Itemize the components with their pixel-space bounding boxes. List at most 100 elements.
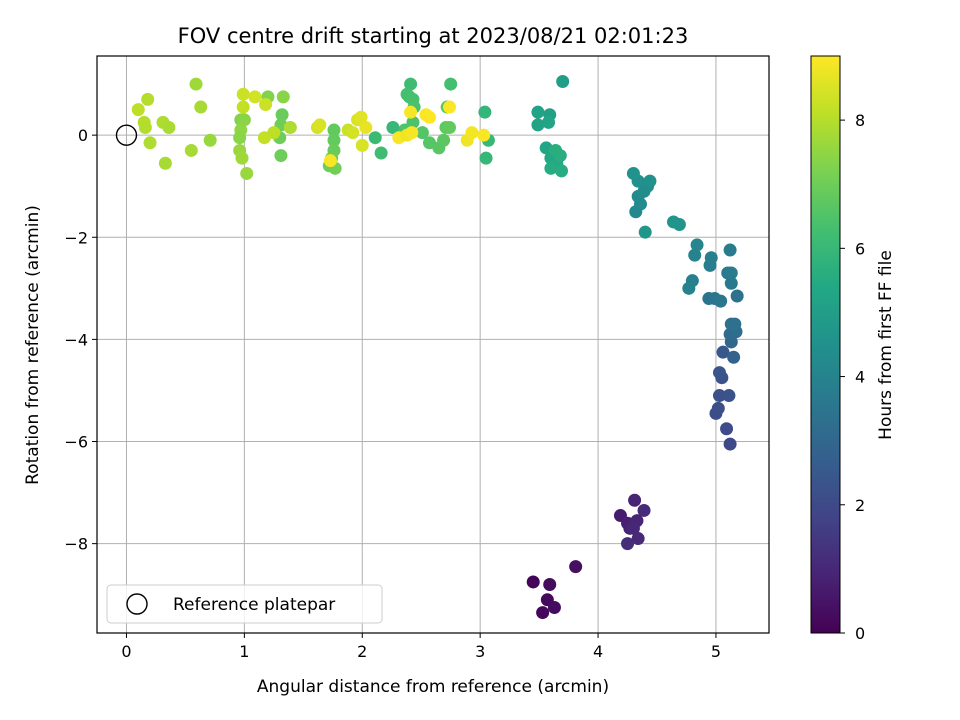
data-point [158,156,172,170]
data-point [189,77,203,91]
data-point [443,100,457,114]
data-point [415,126,429,140]
y-axis-label: Rotation from reference (arcmin) [23,205,43,485]
x-tick-label: 1 [239,642,249,661]
colorbar-tick-label: 2 [855,496,865,515]
data-point [248,90,262,104]
data-point [628,493,642,507]
data-point [143,136,157,150]
data-point [235,151,249,165]
data-point [267,126,281,140]
data-point [355,138,369,152]
data-point [637,503,651,517]
data-point [259,98,273,112]
data-point [643,174,657,188]
data-point [720,422,734,436]
data-point [569,560,583,574]
data-point [368,131,382,145]
data-point [727,350,741,364]
data-point [479,151,493,165]
data-point [346,126,360,140]
data-point [478,105,492,119]
data-point [621,537,635,551]
data-point [465,126,479,140]
data-point [283,120,297,134]
data-point [354,110,368,124]
data-point [405,126,419,140]
x-tick-label: 5 [711,642,721,661]
data-point [724,266,738,280]
colorbar-tick-label: 6 [855,239,865,258]
data-point [240,166,254,180]
x-tick-label: 2 [357,642,367,661]
data-point [359,120,373,134]
data-point [555,164,569,178]
colorbar-tick-label: 0 [855,624,865,643]
data-point [711,401,725,415]
chart-title: FOV centre drift starting at 2023/08/21 … [178,24,689,48]
data-point [723,243,737,257]
data-point [437,133,451,147]
data-point [444,77,458,91]
data-point [443,120,457,134]
data-point [531,105,545,119]
data-point [274,149,288,163]
data-point [276,90,290,104]
data-point [542,115,556,129]
y-tick-label: −6 [64,433,88,452]
colorbar-tick-label: 8 [855,111,865,130]
data-point [712,389,726,403]
legend-box [106,584,383,624]
data-point [131,103,145,117]
colorbar-gradient [810,55,841,634]
data-point [162,120,176,134]
colorbar: 0 2 4 6 8 Hours from first FF file [810,55,896,643]
plot-frame [96,55,770,634]
data-point [327,133,341,147]
data-point [714,294,728,308]
y-tick-label: −8 [64,535,88,554]
legend-label: Reference platepar [173,595,335,615]
data-point [724,276,738,290]
data-point [237,113,251,127]
x-tick-label: 4 [593,642,603,661]
data-point [386,120,400,134]
data-point [672,218,686,232]
data-point [728,317,742,331]
data-point [323,154,337,168]
data-point [236,87,250,101]
legend: Reference platepar [106,584,383,624]
data-point [203,133,217,147]
data-point [688,248,702,262]
data-point [406,115,420,129]
data-point [682,281,696,295]
data-point [184,143,198,157]
data-point [626,166,640,180]
data-point [275,108,289,122]
data-point [404,77,418,91]
data-point [194,100,208,114]
data-point [712,366,726,380]
scatter-points [131,75,744,620]
legend-reference-marker [126,593,148,615]
x-axis-ticks: 0 1 2 3 4 5 [121,633,721,661]
data-point [722,389,736,403]
data-point [526,575,540,589]
reference-platepar-marker [115,124,138,146]
y-tick-label: 0 [78,126,88,145]
data-point [556,75,570,89]
data-point [536,606,550,620]
data-point [690,238,704,252]
data-point [422,110,436,124]
data-point [374,146,388,160]
data-point [236,100,250,114]
data-point [531,118,545,132]
data-point [543,577,557,591]
x-tick-label: 3 [475,642,485,661]
colorbar-label: Hours from first FF file [876,250,896,440]
data-point [716,345,730,359]
data-point [547,600,561,614]
data-point [404,105,418,119]
data-point [631,532,645,546]
